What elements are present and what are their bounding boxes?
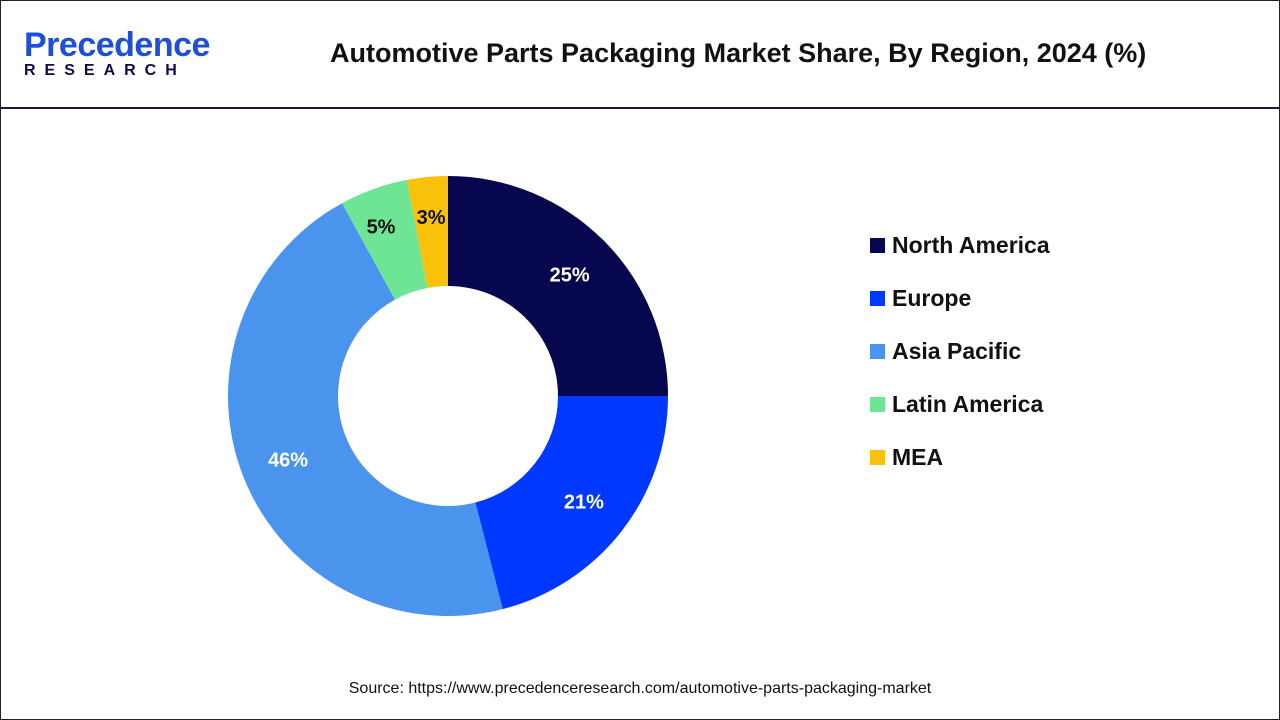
slice-north-america (448, 176, 668, 396)
legend-swatch (870, 397, 885, 412)
precedence-research-logo: Precedence RESEARCH (24, 28, 210, 80)
source-text: Source: https://www.precedenceresearch.c… (348, 680, 932, 697)
legend-swatch (870, 344, 885, 359)
data-label: 5% (367, 217, 396, 239)
chart-title: Automotive Parts Packaging Market Share,… (330, 38, 1147, 68)
legend-item: North America (870, 208, 1050, 283)
legend-swatch (870, 450, 885, 465)
logo-line1: Precedence (24, 26, 210, 64)
slice-europe (475, 396, 668, 610)
legend-label: Europe (892, 285, 972, 311)
legend: North America Europe Asia Pacific Latin Ame… (870, 230, 1050, 495)
data-label: 46% (268, 449, 308, 471)
slice-latin-america (342, 179, 428, 300)
legend-item: Latin America (870, 367, 1050, 442)
legend-label: Asia Pacific (892, 338, 1022, 364)
data-label: 25% (550, 264, 590, 286)
legend-item: Europe (870, 261, 1050, 336)
legend-item: Asia Pacific (870, 314, 1050, 389)
legend-label: North America (892, 232, 1050, 258)
logo-line2: RESEARCH (24, 62, 186, 79)
slice-asia-pacific (227, 203, 503, 616)
header: Precedence RESEARCH Automotive Parts Pac… (0, 0, 1280, 109)
legend-swatch (870, 291, 885, 306)
slice-mea (406, 176, 448, 288)
data-label: 21% (564, 491, 604, 513)
legend-label: Latin America (892, 391, 1044, 417)
legend-item: MEA (870, 420, 1050, 495)
data-label: 3% (417, 207, 446, 229)
legend-swatch (870, 238, 885, 253)
legend-label: MEA (892, 444, 944, 470)
